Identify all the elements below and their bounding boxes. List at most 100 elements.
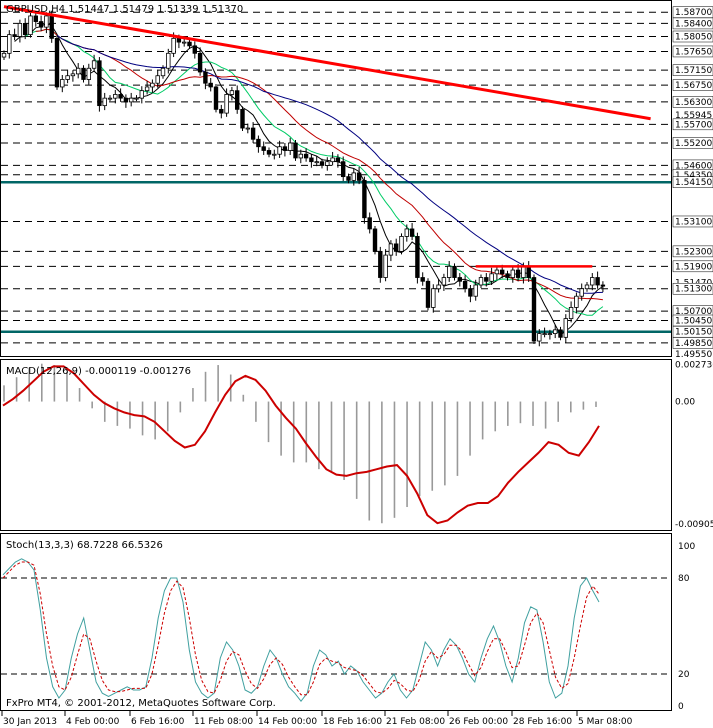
time-axis-label: 18 Feb 16:00 [323,717,382,727]
time-axis-label: 4 Feb 00:00 [66,717,120,727]
candle-body [595,277,600,286]
candle-body [431,288,436,308]
candle-body [134,97,139,100]
price-tag-box [672,118,713,131]
candle-body [240,108,245,129]
candle-body [457,277,462,282]
candle-body [118,94,123,99]
candle-body [568,307,574,320]
candle-body [86,67,91,80]
candle-body [224,94,229,114]
candle-body [192,45,197,54]
macd-axis-label: -0.00905 [675,520,713,530]
candle-body [340,161,346,178]
candle-body [372,228,378,252]
candle-body [542,333,547,335]
candle-body [425,280,431,308]
price-tag-box [672,215,713,228]
watermark: FxPro MT4, © 2001-2012, MetaQuotes Softw… [6,698,276,709]
candle-body [245,127,250,130]
stoch-pane: 100 80 20 0 [1,542,695,712]
candle-body [351,172,356,181]
macd-signal-line [2,365,600,525]
candle-body [171,37,176,54]
price-axis-label: 1.49550 [675,350,712,360]
candle-body [462,280,468,290]
candle-body [293,142,298,159]
candle-body [452,265,457,278]
candle-body [510,269,515,278]
price-axis-label: 1.51900 [675,262,712,272]
price-axis-label: 1.50450 [675,317,712,327]
moving-average-line [24,28,604,316]
macd-axis-label: 0.00 [675,398,695,408]
time-axis-label: 5 Mar 08:00 [578,717,633,727]
candle-body [378,250,383,278]
candle-body [499,269,505,275]
candle-body [478,277,484,286]
candle-body [28,15,33,36]
stoch-signal-line [2,561,600,696]
price-axis-label: 1.54350 [675,171,712,181]
candle-body [250,127,256,140]
candle-body [144,86,150,92]
candle-body [446,265,452,278]
candle-body [335,157,341,163]
candle-body [54,37,60,88]
candle-body [362,179,367,219]
candle-body [314,161,319,164]
candle-body [553,329,558,334]
price-tag-box [672,137,713,149]
macd-title: MACD(12,26,9) -0.000119 -0.001276 [6,366,191,377]
candle-body [102,97,107,107]
price-axis-label: 1.57650 [675,47,712,57]
moving-average-line [14,22,604,336]
candle-body [346,176,351,181]
price-tag-box [672,176,713,188]
candle-body [128,97,134,103]
price-axis-label: 1.49850 [675,339,712,349]
candle-body [197,52,203,73]
price-tag-box [672,282,713,295]
candle-body [187,41,192,47]
candle-body [558,329,563,338]
candle-body [409,228,415,237]
price-axis-label: 1.54600 [675,161,712,171]
candle-body [388,243,394,256]
candle-body [330,157,335,163]
candle-body [17,23,23,37]
candle-body [123,97,129,103]
price-tag-box [672,245,713,258]
price-tag-box [672,17,713,30]
candle-body [367,217,372,230]
candle-body [484,277,489,282]
stoch-axis-label: 80 [678,574,690,584]
candle-body [176,37,182,43]
time-axis-label: 11 Feb 08:00 [194,717,253,727]
candle-body [383,254,388,278]
price-tag-box [672,79,713,91]
candle-body [325,161,330,166]
candle-body [441,277,447,286]
candle-body [515,269,521,278]
candle-body [150,82,155,88]
candle-body [415,236,420,278]
candle-body [473,284,478,297]
price-tag-box [672,45,713,58]
price-axis-label: 1.51300 [675,285,712,295]
candle-body [213,86,219,110]
candle-body [166,52,171,69]
candle-body [436,284,441,290]
candle-body [356,172,362,181]
candle-body [181,41,187,44]
price-tag-box [672,260,713,273]
stoch-pane-frame [0,533,672,711]
price-axis-label: 1.56300 [675,98,712,108]
candle-body [256,138,261,148]
candle-body [1,52,7,58]
candle-body [234,90,240,110]
candle-body [203,71,208,84]
time-axis-label: 21 Feb 08:00 [386,717,445,727]
candle-body [505,273,510,278]
